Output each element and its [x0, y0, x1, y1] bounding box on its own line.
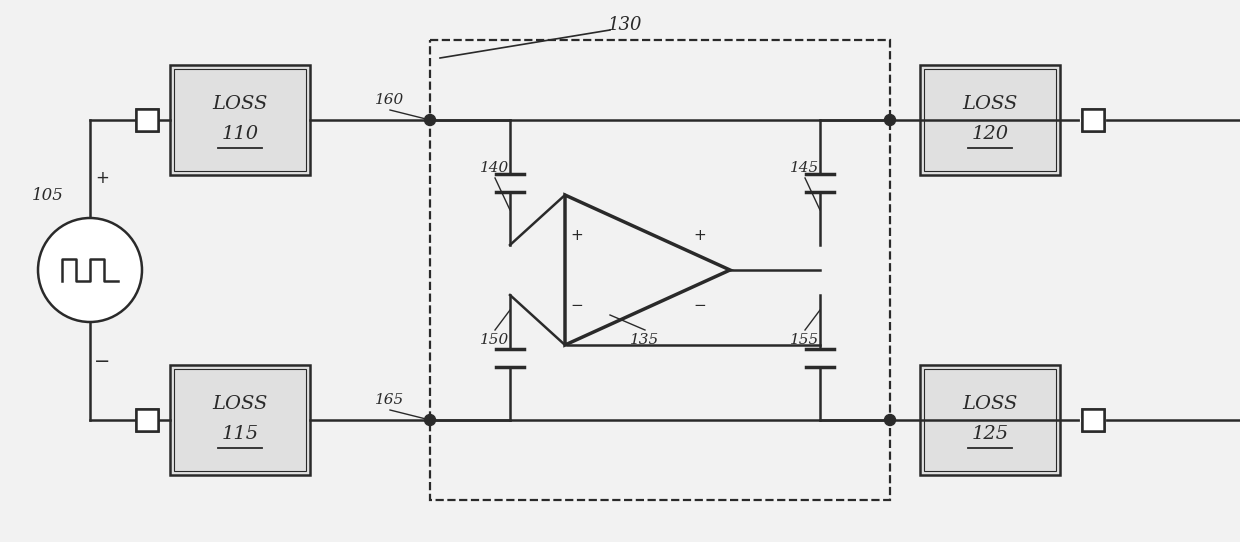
Circle shape [424, 114, 435, 126]
Text: 115: 115 [222, 425, 259, 443]
Text: −: − [94, 352, 110, 371]
Text: 145: 145 [790, 161, 820, 175]
Text: 165: 165 [376, 393, 404, 407]
Text: +: + [693, 228, 707, 242]
Bar [1083, 109, 1104, 131]
Text: −: − [570, 298, 583, 313]
Bar [1083, 409, 1104, 431]
Text: 130: 130 [608, 16, 642, 34]
Text: 110: 110 [222, 125, 259, 143]
Bar [136, 409, 157, 431]
Text: LOSS: LOSS [962, 95, 1018, 113]
Bar [920, 365, 1060, 475]
Text: 135: 135 [630, 333, 660, 347]
Bar [1083, 109, 1104, 131]
Bar [430, 40, 890, 500]
Text: 120: 120 [971, 125, 1008, 143]
Bar [136, 109, 157, 131]
Text: +: + [570, 228, 583, 242]
Text: 140: 140 [480, 161, 510, 175]
Text: 160: 160 [376, 93, 404, 107]
Circle shape [424, 415, 435, 425]
Bar [1083, 409, 1104, 431]
Bar [920, 65, 1060, 175]
Text: 155: 155 [790, 333, 820, 347]
Bar [924, 69, 1056, 171]
Bar [136, 109, 157, 131]
Bar [170, 365, 310, 475]
Circle shape [38, 218, 143, 322]
Bar [924, 369, 1056, 471]
Text: +: + [95, 169, 109, 187]
Bar [170, 65, 310, 175]
Bar [174, 69, 306, 171]
Bar [174, 369, 306, 471]
Text: LOSS: LOSS [212, 395, 268, 413]
Text: 150: 150 [480, 333, 510, 347]
Text: 105: 105 [32, 186, 64, 203]
Text: LOSS: LOSS [962, 395, 1018, 413]
Text: 125: 125 [971, 425, 1008, 443]
Circle shape [884, 114, 895, 126]
Bar [136, 409, 157, 431]
Text: LOSS: LOSS [212, 95, 268, 113]
Circle shape [884, 415, 895, 425]
Text: −: − [693, 298, 707, 313]
